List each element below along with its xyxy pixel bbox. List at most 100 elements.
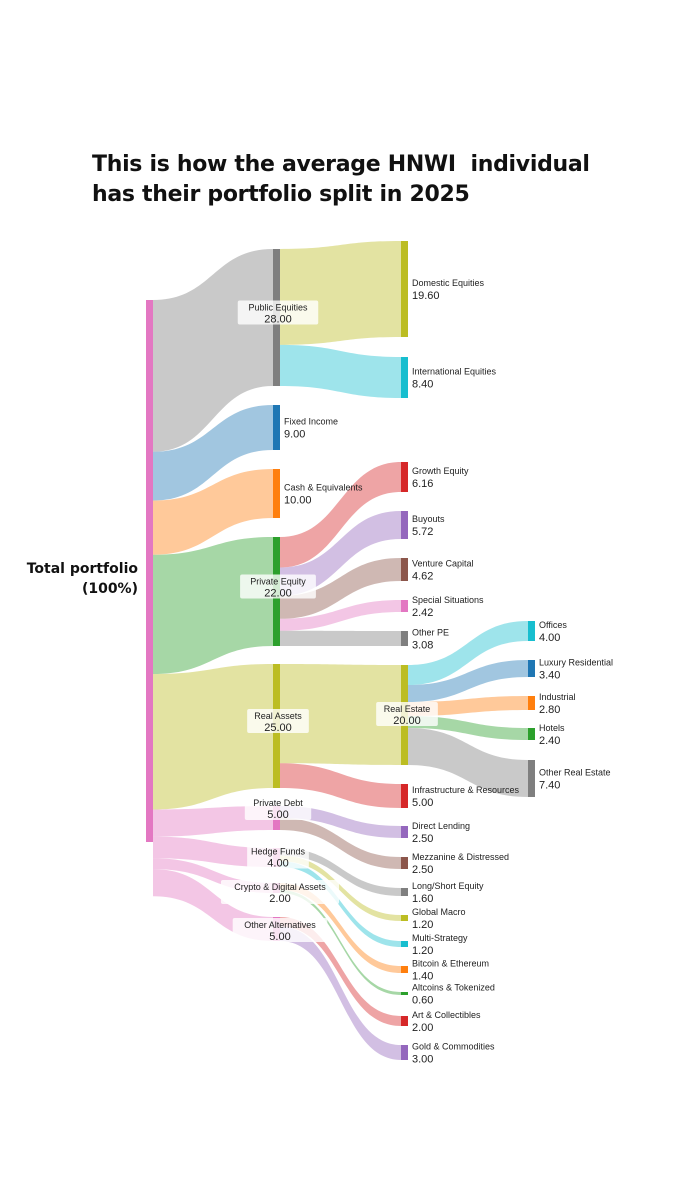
node-name-mezzanine: Mezzanine & Distressed — [412, 852, 509, 862]
label-direct-lending: Direct Lending 2.50 — [412, 821, 470, 845]
link-real-assets-to-real-estate — [280, 664, 401, 765]
node-name-growth-equity: Growth Equity — [412, 466, 469, 476]
node-value-domestic-equities: 19.60 — [412, 290, 440, 302]
label-offices: Offices 4.00 — [539, 620, 567, 644]
root-node-label: Total portfolio (100%) — [14, 559, 138, 599]
link-hedge-funds-to-multi-strategy — [280, 861, 401, 947]
node-multi-strategy — [401, 941, 408, 947]
node-long-short — [401, 888, 408, 896]
node-bitcoin-eth — [401, 966, 408, 973]
node-international-equities — [401, 357, 408, 398]
label-bg-real-assets — [247, 709, 309, 733]
node-other-real-estate — [528, 760, 535, 797]
node-industrial — [528, 696, 535, 710]
node-name-crypto: Crypto & Digital Assets — [234, 882, 326, 892]
node-name-special-situations: Special Situations — [412, 595, 484, 605]
link-private-equity-to-growth-equity — [280, 462, 401, 568]
label-bg-real-estate — [376, 702, 438, 726]
label-industrial: Industrial 2.80 — [539, 692, 576, 716]
node-name-hedge-funds: Hedge Funds — [251, 847, 306, 857]
node-gold — [401, 1045, 408, 1060]
link-hedge-funds-to-global-macro — [280, 855, 401, 921]
link-real-estate-to-hotels — [408, 716, 528, 740]
node-value-international-equities: 8.40 — [412, 379, 433, 391]
label-global-macro: Global Macro 1.20 — [412, 907, 466, 931]
link-real-estate-to-industrial — [408, 696, 528, 716]
node-buyouts — [401, 511, 408, 539]
node-name-buyouts: Buyouts — [412, 514, 445, 524]
node-value-hotels: 2.40 — [539, 735, 560, 747]
label-venture-capital: Venture Capital 4.62 — [412, 559, 474, 583]
label-fixed-income: Fixed Income 9.00 — [284, 417, 338, 441]
node-value-long-short: 1.60 — [412, 893, 433, 905]
node-value-mezzanine: 2.50 — [412, 864, 433, 876]
link-total-to-private-debt — [153, 806, 273, 837]
label-bg-public-equities — [237, 300, 319, 325]
node-art — [401, 1016, 408, 1026]
node-name-global-macro: Global Macro — [412, 907, 466, 917]
link-private-debt-to-mezzanine — [280, 818, 401, 869]
node-value-real-assets: 25.00 — [264, 722, 292, 734]
label-bg-other-alts — [232, 918, 328, 942]
link-total-to-private-equity — [153, 537, 273, 674]
label-infrastructure: Infrastructure & Resources 5.00 — [412, 785, 520, 809]
node-name-altcoins: Altcoins & Tokenized — [412, 983, 495, 993]
label-buyouts: Buyouts 5.72 — [412, 514, 445, 538]
node-name-offices: Offices — [539, 620, 567, 630]
node-altcoins — [401, 992, 408, 995]
node-name-hotels: Hotels — [539, 723, 565, 733]
node-name-art: Art & Collectibles — [412, 1010, 481, 1020]
node-value-infrastructure: 5.00 — [412, 797, 433, 809]
root-node-label-share: (100%) — [81, 581, 138, 597]
node-offices — [528, 621, 535, 641]
node-value-other-real-estate: 7.40 — [539, 780, 560, 792]
node-name-venture-capital: Venture Capital — [412, 559, 474, 569]
node-global-macro — [401, 915, 408, 921]
node-value-public-equities: 28.00 — [264, 314, 292, 326]
node-name-direct-lending: Direct Lending — [412, 821, 470, 831]
link-real-assets-to-infrastructure — [280, 763, 401, 808]
label-domestic-equities: Domestic Equities 19.60 — [412, 278, 485, 302]
label-bg-private-debt — [244, 796, 312, 820]
node-mezzanine — [401, 857, 408, 869]
label-luxury-residential: Luxury Residential 3.40 — [539, 658, 613, 682]
node-venture-capital — [401, 558, 408, 581]
label-gold: Gold & Commodities 3.00 — [412, 1042, 495, 1066]
link-private-equity-to-special-situations — [280, 600, 401, 631]
node-value-cash: 10.00 — [284, 495, 312, 507]
links-layer — [153, 241, 528, 1060]
node-name-cash: Cash & Equivalents — [284, 483, 363, 493]
label-hotels: Hotels 2.40 — [539, 723, 565, 747]
label-long-short: Long/Short Equity 1.60 — [412, 881, 484, 905]
link-real-estate-to-other-real-estate — [408, 728, 528, 797]
node-value-industrial: 2.80 — [539, 704, 560, 716]
label-international-equities: International Equities 8.40 — [412, 367, 497, 391]
node-value-bitcoin-eth: 1.40 — [412, 971, 433, 983]
node-name-luxury-residential: Luxury Residential — [539, 658, 613, 668]
node-value-real-estate: 20.00 — [393, 715, 421, 727]
node-value-direct-lending: 2.50 — [412, 833, 433, 845]
node-value-other-pe: 3.08 — [412, 640, 433, 652]
node-name-public-equities: Public Equities — [248, 303, 308, 313]
label-bg-private-equity — [240, 574, 316, 599]
label-multi-strategy: Multi-Strategy 1.20 — [412, 933, 468, 957]
node-value-offices: 4.00 — [539, 632, 560, 644]
node-name-real-estate: Real Estate — [384, 704, 431, 714]
node-hotels — [528, 728, 535, 740]
node-value-art: 2.00 — [412, 1022, 433, 1034]
node-name-private-equity: Private Equity — [250, 577, 306, 587]
label-mezzanine: Mezzanine & Distressed 2.50 — [412, 852, 509, 876]
link-hedge-funds-to-long-short — [280, 848, 401, 896]
node-value-gold: 3.00 — [412, 1054, 433, 1066]
node-value-venture-capital: 4.62 — [412, 571, 433, 583]
link-total-to-public-equities — [153, 249, 273, 452]
link-crypto-to-bitcoin-eth — [280, 883, 401, 973]
node-name-other-alts: Other Alternatives — [244, 920, 316, 930]
